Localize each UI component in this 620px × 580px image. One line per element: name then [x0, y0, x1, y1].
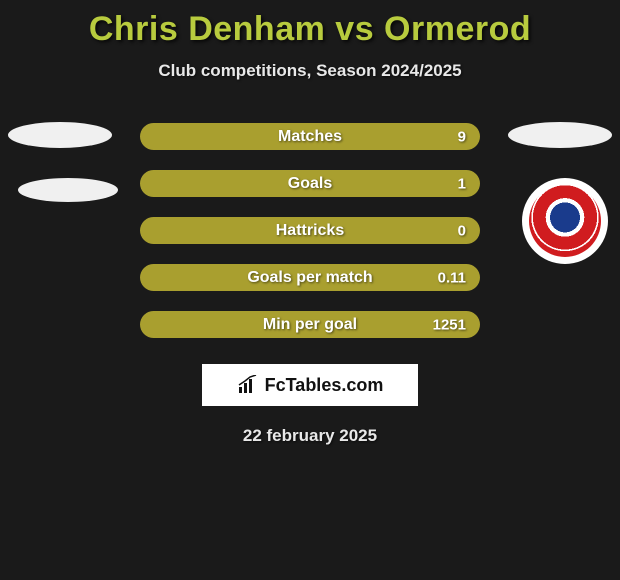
player-placeholder-left-bottom — [18, 178, 118, 202]
stat-label: Min per goal — [263, 316, 357, 334]
stat-row-hattricks: Hattricks 0 — [140, 217, 480, 244]
player-placeholder-left-top — [8, 122, 112, 148]
brand-text: FcTables.com — [265, 375, 384, 396]
stat-value: 0 — [458, 222, 466, 239]
club-badge-crest — [529, 185, 601, 257]
stat-row-min-per-goal: Min per goal 1251 — [140, 311, 480, 338]
date-text: 22 february 2025 — [0, 426, 620, 446]
stat-label: Matches — [278, 128, 342, 146]
stat-value: 1251 — [433, 316, 466, 333]
stat-value: 9 — [458, 128, 466, 145]
bar-chart-icon — [237, 375, 259, 395]
stat-row-matches: Matches 9 — [140, 123, 480, 150]
stat-value: 0.11 — [438, 269, 466, 286]
page-subtitle: Club competitions, Season 2024/2025 — [0, 61, 620, 81]
stat-label: Goals — [288, 175, 332, 193]
stat-row-goals-per-match: Goals per match 0.11 — [140, 264, 480, 291]
stat-value: 1 — [458, 175, 466, 192]
stat-row-goals: Goals 1 — [140, 170, 480, 197]
player-placeholder-right-top — [508, 122, 612, 148]
club-badge — [522, 178, 608, 264]
stat-label: Hattricks — [276, 222, 344, 240]
stats-container: Matches 9 Goals 1 Hattricks 0 Goals per … — [140, 123, 480, 338]
stat-label: Goals per match — [247, 269, 372, 287]
brand-badge: FcTables.com — [202, 364, 418, 406]
page-title: Chris Denham vs Ormerod — [0, 0, 620, 49]
